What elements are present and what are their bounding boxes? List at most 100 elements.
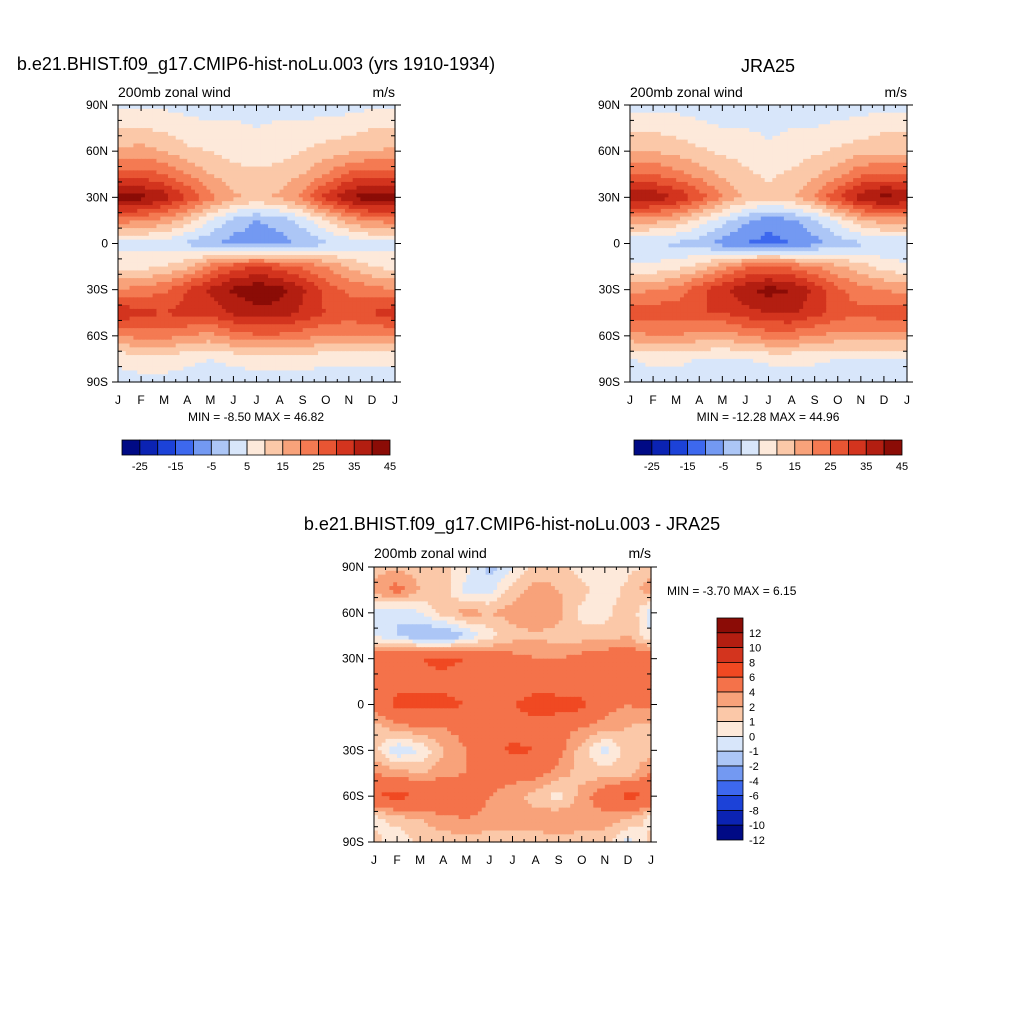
y-tick-label: 90N bbox=[342, 560, 364, 574]
colorbar-box bbox=[716, 647, 744, 663]
colorbar-label: 15 bbox=[277, 461, 289, 473]
colorbar-box bbox=[716, 765, 744, 782]
panel-difference: b.e21.BHIST.f09_g17.CMIP6-hist-noLu.003 … bbox=[304, 514, 797, 867]
y-tick-label: 30S bbox=[343, 743, 364, 757]
x-tick-label: N bbox=[856, 393, 865, 407]
x-tick-label: D bbox=[368, 393, 377, 407]
colorbar-box bbox=[335, 439, 355, 456]
y-tick-label: 90S bbox=[599, 375, 620, 389]
colorbar-box bbox=[246, 439, 266, 456]
x-tick-label: F bbox=[393, 853, 400, 867]
colorbar-label: 8 bbox=[749, 657, 755, 669]
x-tick-label: M bbox=[205, 393, 215, 407]
colorbar-box bbox=[264, 439, 284, 456]
y-tick-label: 0 bbox=[101, 237, 108, 251]
colorbar-box bbox=[633, 439, 653, 456]
colorbar-label: -15 bbox=[680, 461, 696, 473]
min-max-stats: MIN = -3.70 MAX = 6.15 bbox=[667, 584, 797, 598]
colorbar-box bbox=[865, 439, 885, 456]
x-tick-label: S bbox=[811, 393, 819, 407]
x-tick-label: J bbox=[742, 393, 748, 407]
left-label: 200mb zonal wind bbox=[118, 84, 231, 100]
colorbar-box bbox=[716, 721, 744, 737]
x-tick-label: O bbox=[833, 393, 842, 407]
colorbar-box bbox=[282, 439, 302, 456]
colorbar-label: 2 bbox=[749, 702, 755, 714]
colorbar-label: 25 bbox=[824, 461, 836, 473]
units-label: m/s bbox=[628, 545, 651, 561]
y-tick-label: 90S bbox=[343, 835, 364, 849]
colorbar-box bbox=[705, 439, 724, 456]
x-tick-label: D bbox=[624, 853, 633, 867]
colorbar-box bbox=[139, 439, 159, 456]
colorbar-label: -8 bbox=[749, 805, 759, 817]
colorbar-box bbox=[318, 439, 337, 456]
x-tick-label: S bbox=[299, 393, 307, 407]
colorbar-label: -10 bbox=[749, 820, 765, 832]
colorbar-box bbox=[210, 439, 230, 456]
colorbar-box bbox=[157, 439, 177, 456]
x-tick-label: M bbox=[717, 393, 727, 407]
x-tick-label: A bbox=[183, 393, 191, 407]
panel-title: b.e21.BHIST.f09_g17.CMIP6-hist-noLu.003 … bbox=[17, 54, 495, 75]
colorbar-box bbox=[716, 736, 744, 752]
colorbar-box bbox=[687, 439, 706, 456]
x-tick-label: M bbox=[159, 393, 169, 407]
y-tick-label: 90N bbox=[86, 98, 108, 112]
colorbar-label: 25 bbox=[312, 461, 324, 473]
colorbar-box bbox=[371, 439, 391, 456]
y-tick-label: 60S bbox=[343, 789, 364, 803]
x-tick-label: J bbox=[486, 853, 492, 867]
x-tick-label: M bbox=[461, 853, 471, 867]
colorbar-box bbox=[776, 439, 796, 456]
x-tick-label: F bbox=[649, 393, 656, 407]
y-tick-label: 30N bbox=[86, 190, 108, 204]
colorbar-box bbox=[716, 750, 744, 767]
y-tick-label: 60S bbox=[599, 329, 620, 343]
y-tick-label: 30N bbox=[598, 190, 620, 204]
colorbar-box bbox=[883, 439, 903, 456]
colorbar-box bbox=[651, 439, 671, 456]
y-tick-label: 90S bbox=[87, 375, 108, 389]
colorbar-label: 35 bbox=[860, 461, 872, 473]
min-max-stats: MIN = -8.50 MAX = 46.82 bbox=[188, 410, 324, 424]
colorbar-label: 45 bbox=[896, 461, 908, 473]
y-tick-label: 60N bbox=[86, 144, 108, 158]
colorbar-label: 0 bbox=[749, 731, 755, 743]
colorbar-label: -12 bbox=[749, 835, 765, 847]
y-tick-label: 60S bbox=[87, 329, 108, 343]
x-tick-label: J bbox=[766, 393, 772, 407]
left-label: 200mb zonal wind bbox=[374, 545, 487, 561]
y-tick-label: 30N bbox=[342, 652, 364, 666]
x-tick-label: J bbox=[627, 393, 633, 407]
colorbar-box bbox=[121, 439, 141, 456]
contour-fill bbox=[118, 105, 396, 383]
colorbar-box bbox=[716, 691, 744, 708]
x-tick-label: J bbox=[510, 853, 516, 867]
colorbar-label: -15 bbox=[168, 461, 184, 473]
y-tick-label: 90N bbox=[598, 98, 620, 112]
colorbar: -25 -15 -5 5 15 25 35 45 bbox=[633, 439, 908, 473]
x-tick-label: N bbox=[600, 853, 609, 867]
colorbar-box bbox=[716, 810, 744, 826]
x-tick-label: A bbox=[695, 393, 703, 407]
colorbar-box bbox=[300, 439, 319, 456]
x-tick-label: A bbox=[532, 853, 540, 867]
colorbar-label: 6 bbox=[749, 672, 755, 684]
colorbar-label: -25 bbox=[644, 461, 660, 473]
colorbar-box bbox=[716, 824, 744, 841]
colorbar-box bbox=[228, 439, 248, 456]
x-tick-label: M bbox=[415, 853, 425, 867]
x-tick-label: A bbox=[788, 393, 796, 407]
units-label: m/s bbox=[372, 84, 395, 100]
y-tick-label: 30S bbox=[599, 283, 620, 297]
x-tick-label: J bbox=[115, 393, 121, 407]
x-tick-label: J bbox=[371, 853, 377, 867]
x-tick-label: S bbox=[555, 853, 563, 867]
colorbar-box bbox=[740, 439, 760, 456]
